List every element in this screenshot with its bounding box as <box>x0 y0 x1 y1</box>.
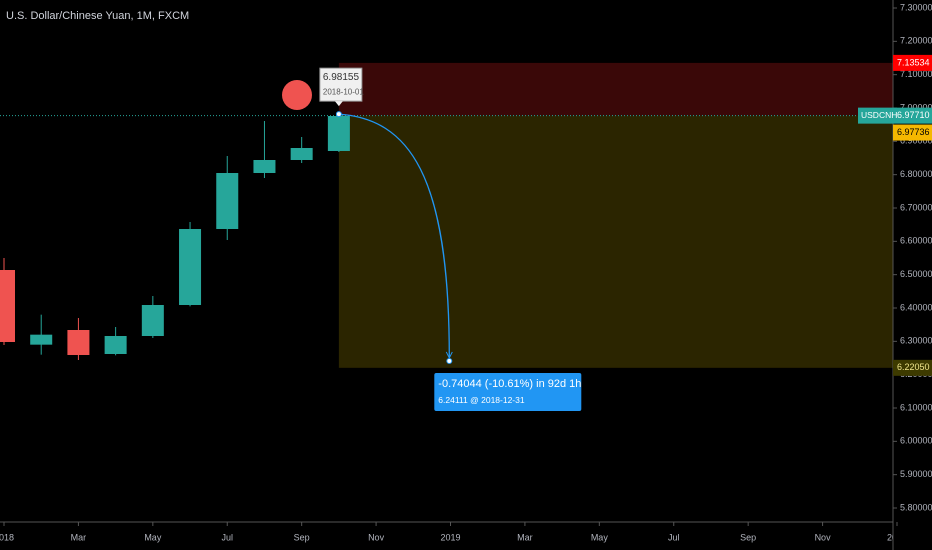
forecast-start <box>335 111 342 118</box>
candle-body <box>30 334 53 345</box>
x-tick-label: 2018 <box>0 532 14 542</box>
entry-label-bg <box>893 124 932 141</box>
y-tick-label: 7.10000 <box>900 69 932 79</box>
candle-body <box>67 330 90 355</box>
symbol-tag-bg <box>858 107 893 124</box>
forecast-end-label: 6.24111 @ 2018-12-31 <box>438 395 525 405</box>
stop-label: 7.13534 <box>897 57 930 67</box>
y-tick-label: 7.00000 <box>900 102 932 112</box>
x-tick-label: 2020 <box>887 532 907 542</box>
y-tick-label: 6.90000 <box>900 136 932 146</box>
candle-body <box>216 173 239 229</box>
x-tick-label: Nov <box>368 532 385 542</box>
plot-area <box>0 62 893 368</box>
candle-body <box>0 270 15 342</box>
target-zone <box>338 115 893 368</box>
start-price: 6.98155 <box>323 72 360 83</box>
chart-title: U.S. Dollar/Chinese Yuan, 1M, FXCM <box>6 10 189 22</box>
y-tick-label: 6.80000 <box>900 169 932 179</box>
y-tick-label: 7.20000 <box>900 36 932 46</box>
tooltip-pointer <box>334 101 343 107</box>
candle-body <box>179 229 202 305</box>
x-tick-label: May <box>591 532 609 542</box>
x-tick-label: Mar <box>517 532 533 542</box>
x-tick-label: Mar <box>71 532 87 542</box>
x-tick-label: Jul <box>221 532 233 542</box>
x-tick-label: Nov <box>815 532 832 542</box>
marker-circle <box>282 80 312 110</box>
y-tick-label: 7.30000 <box>900 2 932 12</box>
arrow-head <box>445 351 453 360</box>
y-tick-label: 6.70000 <box>900 202 932 212</box>
start-date: 2018-10-01 <box>323 87 364 96</box>
candle-body <box>290 148 313 160</box>
candle-body <box>253 160 276 173</box>
forecast-end <box>446 357 453 364</box>
forecast-change: -0.74044 (-10.61%) in 92d 1h <box>438 378 581 390</box>
candle-body <box>327 116 350 151</box>
candle-body <box>141 305 164 336</box>
y-tick-label: 6.40000 <box>900 302 932 312</box>
stop-label-bg <box>893 54 932 71</box>
last-price-label: 6.97710 <box>897 110 930 120</box>
y-tick-label: 5.90000 <box>900 469 932 479</box>
entry-label: 6.97736 <box>897 127 930 137</box>
candle-body <box>104 336 127 354</box>
target-label-bg <box>893 359 932 376</box>
x-tick-label: May <box>144 532 162 542</box>
x-tick-label: 2019 <box>440 532 460 542</box>
y-tick-label: 6.00000 <box>900 436 932 446</box>
forecast-arrow <box>338 113 450 357</box>
symbol-tag: USDCNH <box>861 110 897 120</box>
last-price-label-bg <box>893 107 932 124</box>
x-tick-label: Sep <box>294 532 310 542</box>
forecast-box <box>434 372 582 411</box>
x-tick-label: Jul <box>668 532 680 542</box>
target-label: 6.22050 <box>897 362 930 372</box>
x-tick-label: Sep <box>740 532 756 542</box>
y-tick-label: 6.50000 <box>900 269 932 279</box>
start-tooltip <box>319 67 363 102</box>
y-tick-label: 6.60000 <box>900 236 932 246</box>
y-tick-label: 6.10000 <box>900 402 932 412</box>
y-tick-label: 5.80000 <box>900 502 932 512</box>
y-tick-label: 6.30000 <box>900 336 932 346</box>
stop-zone <box>338 62 893 116</box>
